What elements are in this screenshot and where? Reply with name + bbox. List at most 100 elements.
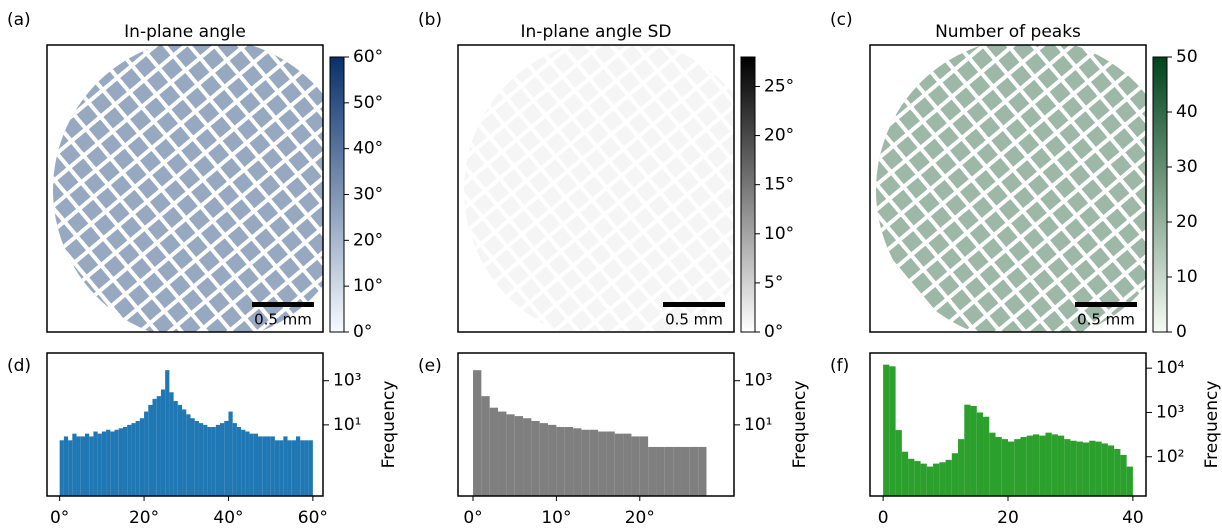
bar: [118, 428, 123, 496]
bar: [523, 418, 532, 496]
bar: [1001, 439, 1008, 496]
bar: [1045, 432, 1052, 496]
bar: [970, 405, 977, 496]
bar: [245, 431, 250, 496]
bar: [152, 398, 157, 496]
bar: [165, 370, 170, 496]
bar: [308, 440, 313, 496]
bar: [564, 427, 574, 496]
y-axis-label: Frequency: [1202, 381, 1222, 469]
y-tick-label: 10²: [1156, 447, 1184, 467]
bar: [203, 424, 208, 496]
colorbar-tick-label: 10: [1176, 267, 1198, 287]
bar: [556, 427, 565, 496]
colorbar-tick-label: 15°: [764, 175, 794, 195]
y-tick-label: 10⁴: [1156, 358, 1185, 378]
panel-label: (b): [418, 10, 442, 30]
bar: [72, 433, 77, 496]
y-tick-label: 10³: [333, 371, 361, 391]
bar: [631, 436, 640, 496]
bar: [160, 389, 166, 496]
bar: [76, 436, 81, 496]
colorbar: [740, 56, 756, 333]
scale-bar-label: 0.5 mm: [254, 311, 312, 329]
colorbar-tick-label: 30°: [353, 185, 383, 205]
sample-grid: [876, 45, 1146, 332]
bar: [207, 427, 212, 496]
colorbar-tick-label: 10°: [353, 276, 383, 296]
bar: [639, 436, 649, 496]
y-axis-label: Frequency: [790, 381, 810, 469]
bar: [958, 439, 965, 496]
bar: [169, 392, 174, 496]
bar: [1089, 440, 1096, 496]
bar: [681, 446, 690, 496]
panel-label: (c): [830, 10, 853, 30]
bar: [983, 416, 990, 496]
bar: [614, 433, 624, 496]
bar: [106, 429, 111, 496]
bar: [258, 436, 263, 496]
x-tick-label: 60°: [298, 508, 328, 528]
bar: [300, 440, 305, 496]
bar: [177, 404, 183, 496]
bar: [895, 430, 902, 496]
x-tick-label: 0: [878, 508, 889, 528]
y-axis-label: Frequency: [379, 381, 399, 469]
bar: [1120, 454, 1127, 496]
bar: [1064, 439, 1071, 496]
bar: [531, 420, 540, 496]
bar: [84, 433, 90, 496]
bar: [1095, 441, 1102, 496]
chart-title: In-plane angle SD: [521, 22, 672, 42]
bar: [951, 453, 959, 496]
x-tick-label: 0°: [463, 508, 482, 528]
bar: [144, 411, 149, 496]
bar: [514, 416, 524, 496]
bar: [270, 436, 275, 496]
y-tick-label: 10¹: [744, 415, 772, 435]
bar: [182, 409, 187, 496]
bar: [266, 436, 271, 496]
x-tick-label: 10°: [541, 508, 571, 528]
bar: [304, 440, 309, 496]
bar: [93, 431, 98, 496]
bar: [198, 423, 204, 496]
bar: [920, 463, 927, 496]
panel-label: (d): [7, 356, 31, 376]
bar: [689, 446, 699, 496]
bar: [1082, 442, 1090, 496]
scale-bar: [663, 302, 725, 307]
panel-label: (a): [7, 10, 31, 30]
bar: [122, 427, 128, 496]
colorbar-tick-label: 50: [1176, 47, 1198, 67]
panel-label: (f): [830, 356, 849, 376]
colorbar-tick-label: 50°: [353, 93, 383, 113]
colorbar-tick-label: 0: [1176, 322, 1187, 342]
bar: [283, 436, 288, 496]
sample-grid: [464, 45, 734, 332]
bar: [274, 440, 280, 496]
bar: [489, 407, 499, 496]
chart-title: In-plane angle: [124, 22, 246, 42]
bar: [883, 364, 890, 496]
bar: [97, 433, 102, 496]
bar: [59, 440, 64, 496]
bar: [1076, 441, 1083, 496]
frame: [46, 44, 324, 333]
bar: [1014, 439, 1021, 496]
colorbar: [329, 56, 345, 333]
bar: [581, 429, 590, 496]
bar: [63, 436, 69, 496]
scale-bar: [252, 302, 314, 307]
bar: [598, 431, 607, 496]
bar: [1126, 466, 1133, 496]
bar: [1057, 435, 1065, 496]
bar: [295, 436, 301, 496]
colorbar-tick-label: 40°: [353, 139, 383, 159]
bar: [211, 427, 216, 496]
colorbar-tick-label: 20: [1176, 212, 1198, 232]
bar: [901, 451, 909, 496]
bar: [939, 462, 946, 496]
bar: [473, 370, 482, 496]
